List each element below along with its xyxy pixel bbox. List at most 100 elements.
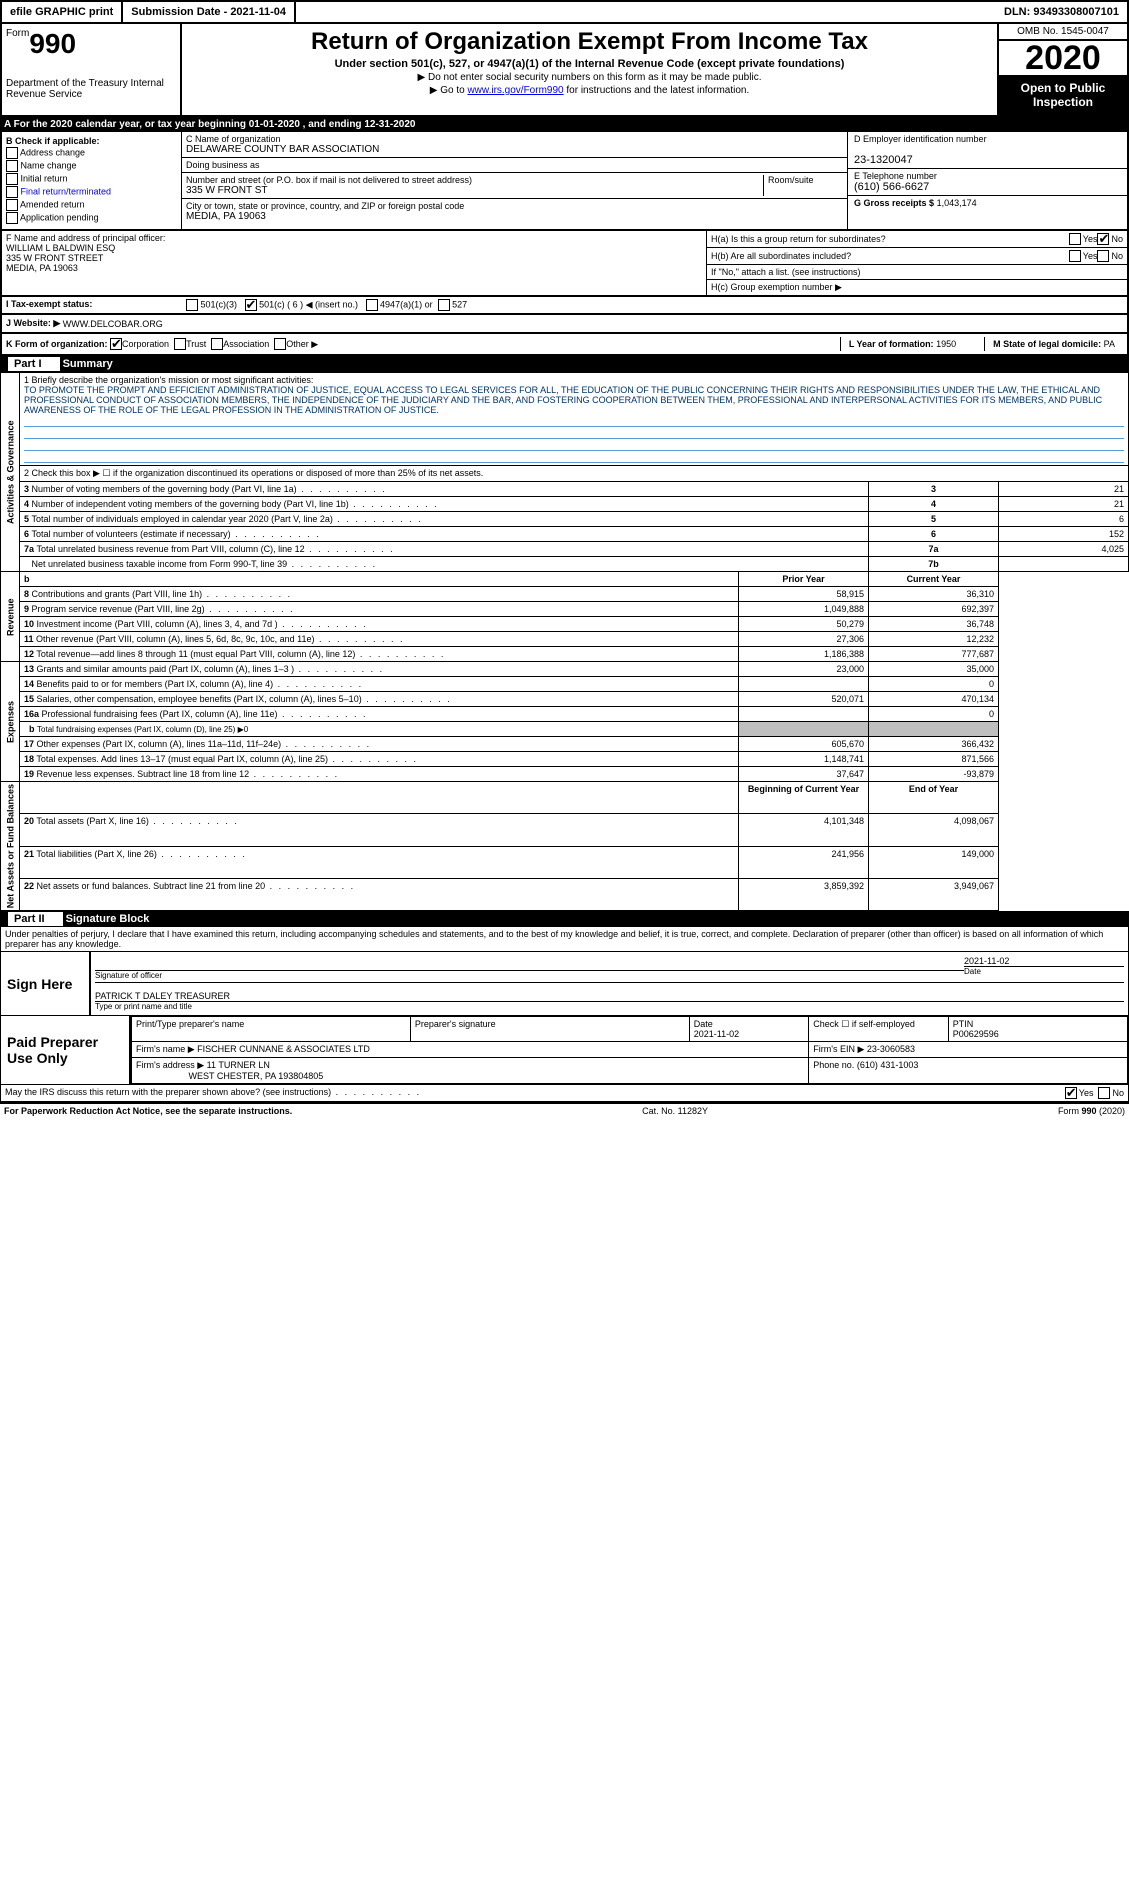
line5-t: Total number of individuals employed in … [32, 514, 423, 524]
footer-left: For Paperwork Reduction Act Notice, see … [4, 1106, 292, 1116]
b-label: B Check if applicable: [6, 136, 100, 146]
eoy-col: End of Year [869, 782, 999, 814]
line7a-v: 4,025 [999, 542, 1129, 557]
expenses-label: Expenses [1, 662, 20, 782]
room-label: Room/suite [768, 175, 814, 185]
efile-print-button[interactable]: efile GRAPHIC print [2, 2, 123, 22]
line2: 2 Check this box ▶ ☐ if the organization… [20, 466, 1129, 482]
opt-amended: Amended return [20, 199, 85, 209]
k-label: K Form of organization: [6, 339, 108, 349]
line6-v: 152 [999, 527, 1129, 542]
line5-v: 6 [999, 512, 1129, 527]
line6-n: 6 [869, 527, 999, 542]
org-name: DELAWARE COUNTY BAR ASSOCIATION [186, 144, 379, 155]
officer-name: WILLIAM L BALDWIN ESQ [6, 243, 115, 253]
note2-pre: ▶ Go to [430, 85, 468, 96]
dba-label: Doing business as [186, 160, 260, 170]
i-4947: 4947(a)(1) or [380, 299, 433, 309]
table-row: b Total fundraising expenses (Part IX, c… [1, 722, 1129, 737]
form-subtitle: Under section 501(c), 527, or 4947(a)(1)… [190, 58, 989, 70]
table-row: 14 Benefits paid to or for members (Part… [1, 677, 1129, 692]
summary-table: Activities & Governance 1 Briefly descri… [0, 372, 1129, 911]
ein: 23-1320047 [854, 154, 913, 166]
part2-label: Part II [8, 912, 63, 926]
firm-name-label: Firm's name ▶ [136, 1044, 195, 1054]
part1-title: Summary [63, 358, 113, 370]
ha-yes: Yes [1083, 234, 1098, 244]
ha-no: No [1111, 234, 1123, 244]
mission-text: TO PROMOTE THE PROMPT AND EFFICIENT ADMI… [24, 385, 1124, 415]
table-row: 10 Investment income (Part VIII, column … [1, 617, 1129, 632]
line4-n: 4 [869, 497, 999, 512]
officer-l2: 335 W FRONT STREET [6, 253, 103, 263]
table-row: 18 Total expenses. Add lines 13–17 (must… [1, 752, 1129, 767]
form-word: Form [6, 28, 29, 39]
discuss-row: May the IRS discuss this return with the… [0, 1085, 1129, 1102]
table-row: 8 Contributions and grants (Part VIII, l… [1, 587, 1129, 602]
line6-t: Total number of volunteers (estimate if … [32, 529, 321, 539]
top-bar: efile GRAPHIC print Submission Date - 20… [0, 0, 1129, 24]
l-label: L Year of formation: [849, 339, 934, 349]
part1-header: Part I Summary [0, 356, 1129, 372]
firm-name: FISCHER CUNNANE & ASSOCIATES LTD [197, 1044, 370, 1054]
line7b-t: Net unrelated business taxable income fr… [32, 559, 378, 569]
prep-h1: Print/Type preparer's name [132, 1017, 411, 1042]
gross-val: 1,043,174 [937, 198, 977, 208]
line7b-n: 7b [869, 557, 999, 572]
irs-link[interactable]: www.irs.gov/Form990 [467, 85, 563, 96]
entity-info: B Check if applicable: Address change Na… [0, 132, 1129, 231]
boy-col: Beginning of Current Year [739, 782, 869, 814]
footer-mid: Cat. No. 11282Y [642, 1106, 708, 1116]
i-501c3: 501(c)(3) [201, 299, 238, 309]
dln: DLN: 93493308007101 [996, 6, 1127, 18]
sig-date-label: Date [964, 966, 1124, 976]
k-assoc: Association [223, 339, 269, 349]
part1-label: Part I [8, 357, 60, 371]
opt-address: Address change [20, 147, 85, 157]
footer-right: Form 990 (2020) [1058, 1106, 1125, 1116]
table-row: 19 Revenue less expenses. Subtract line … [1, 767, 1129, 782]
prior-col: Prior Year [739, 572, 869, 587]
table-row: 22 Net assets or fund balances. Subtract… [1, 878, 1129, 910]
submission-date: Submission Date - 2021-11-04 [123, 2, 296, 22]
ein-label: D Employer identification number [854, 134, 987, 144]
prep-label: Paid Preparer Use Only [1, 1016, 131, 1084]
principal-h-row: F Name and address of principal officer:… [0, 231, 1129, 297]
k-corp: Corporation [122, 339, 169, 349]
line7a-t: Total unrelated business revenue from Pa… [37, 544, 395, 554]
table-row: 15 Salaries, other compensation, employe… [1, 692, 1129, 707]
part2-header: Part II Signature Block [0, 911, 1129, 927]
discuss-no: No [1112, 1088, 1124, 1098]
activities-label: Activities & Governance [1, 373, 20, 572]
sig-date: 2021-11-02 [964, 956, 1009, 966]
line3-n: 3 [869, 482, 999, 497]
table-row: 12 Total revenue—add lines 8 through 11 … [1, 647, 1129, 662]
firm-addr-label: Firm's address ▶ [136, 1060, 204, 1070]
discuss-text: May the IRS discuss this return with the… [5, 1087, 1065, 1099]
netassets-label: Net Assets or Fund Balances [1, 782, 20, 911]
prep-h3: Date [694, 1019, 713, 1029]
table-row: 11 Other revenue (Part VIII, column (A),… [1, 632, 1129, 647]
line3-t: Number of voting members of the governin… [32, 484, 387, 494]
street: 335 W FRONT ST [186, 185, 268, 196]
form-note-1: ▶ Do not enter social security numbers o… [190, 72, 989, 83]
sig-name-label: Type or print name and title [95, 1001, 1124, 1011]
ptin: P00629596 [953, 1029, 999, 1039]
line7a-n: 7a [869, 542, 999, 557]
prep-h2: Preparer's signature [410, 1017, 689, 1042]
ha-label: H(a) Is this a group return for subordin… [711, 234, 1069, 244]
revenue-label: Revenue [1, 572, 20, 662]
hb-label: H(b) Are all subordinates included? [711, 251, 1069, 261]
l-val: 1950 [936, 339, 956, 349]
sign-here-label: Sign Here [1, 952, 91, 1015]
tax-exempt-row: I Tax-exempt status: 501(c)(3) 501(c) ( … [0, 297, 1129, 315]
current-col: Current Year [869, 572, 999, 587]
line3-v: 21 [999, 482, 1129, 497]
m-val: PA [1104, 339, 1115, 349]
hc-label: H(c) Group exemption number ▶ [711, 282, 1123, 293]
m-label: M State of legal domicile: [993, 339, 1101, 349]
firm-ein-label: Firm's EIN ▶ [813, 1044, 864, 1054]
phone: (610) 431-1003 [857, 1060, 919, 1070]
line7b-v [999, 557, 1129, 572]
city-label: City or town, state or province, country… [186, 201, 464, 211]
